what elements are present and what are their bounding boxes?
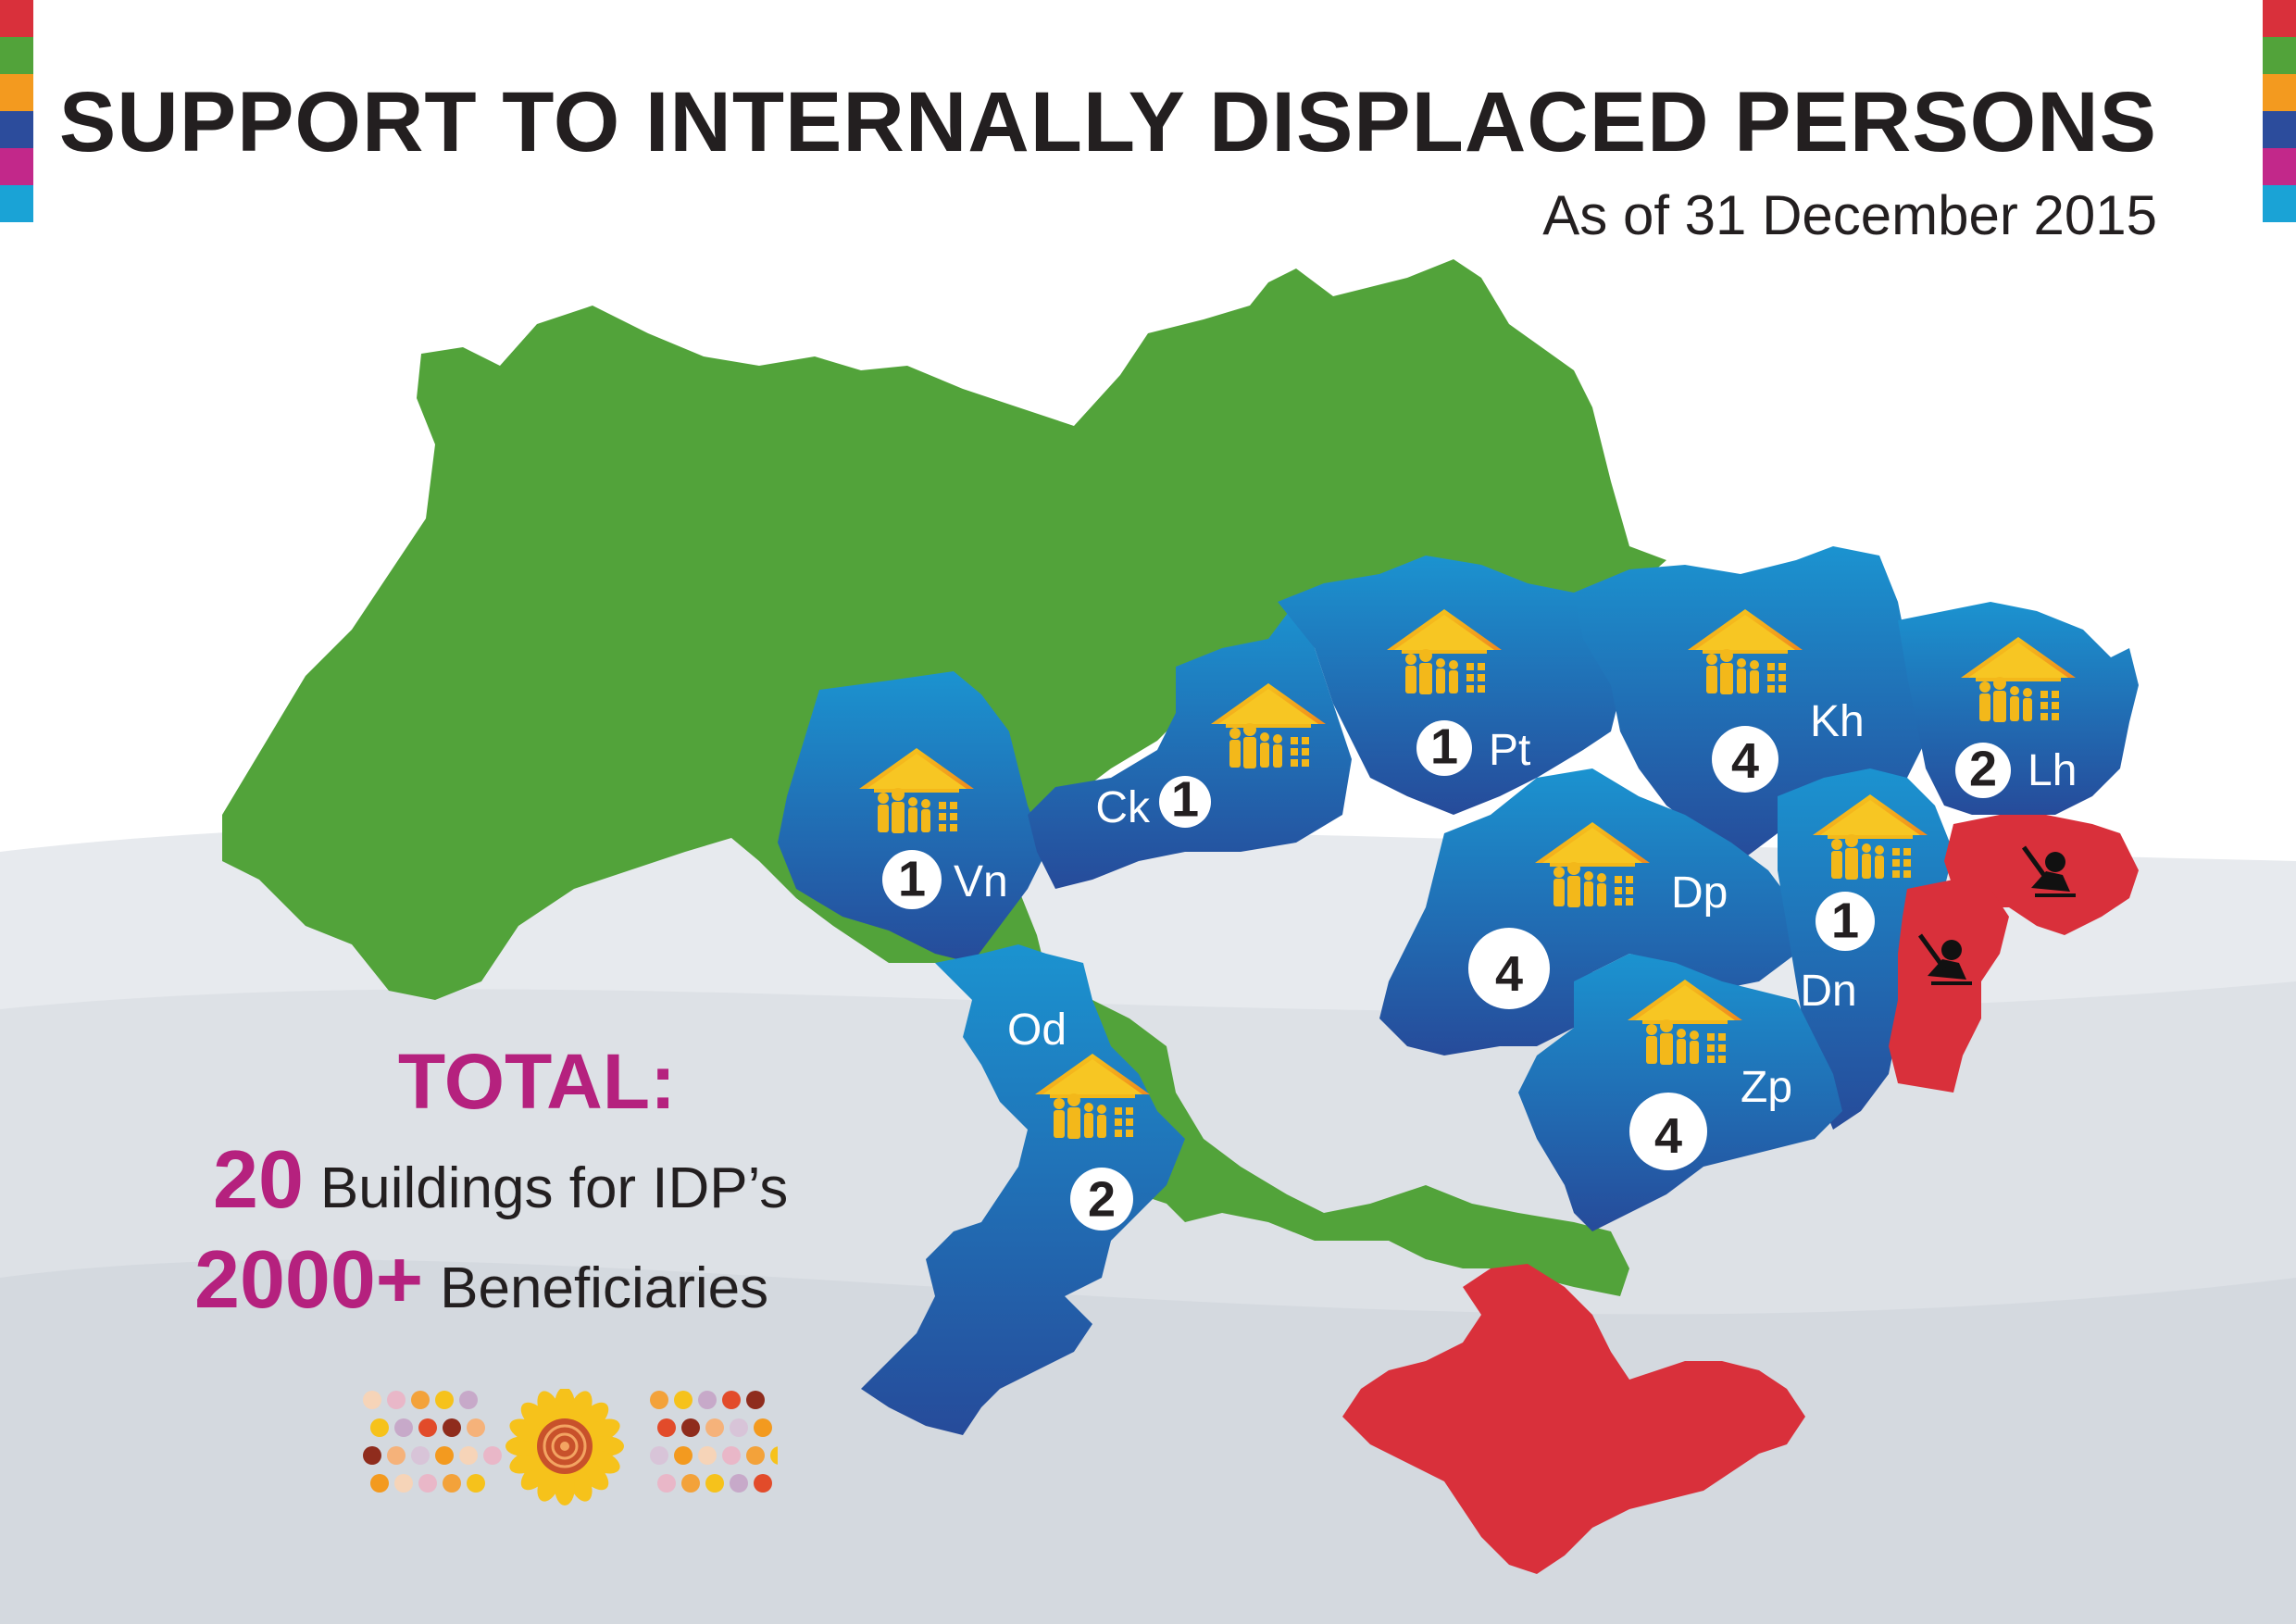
building-count-ck: 1: [1171, 771, 1199, 827]
count-circle-dp: [1468, 928, 1550, 1009]
count-circle-ck: [1159, 776, 1211, 828]
region-zaporizhzhia: [1518, 954, 1842, 1231]
crimea-region: [1342, 1264, 1805, 1574]
region-code-ck: Ck: [1095, 783, 1151, 832]
building-count-lh: 2: [1969, 742, 1997, 797]
region-code-od: Od: [1007, 1006, 1067, 1055]
building-count-dn: 1: [1831, 893, 1859, 949]
buildings-total-value: 20: [213, 1133, 304, 1225]
region-code-dp: Dp: [1671, 868, 1728, 918]
building-count-pt: 1: [1430, 719, 1458, 775]
count-circle-od: [1070, 1168, 1133, 1230]
count-circle-vn: [882, 850, 942, 909]
corner-stripe-top-left: [0, 0, 33, 222]
count-circle-lh: [1955, 743, 2011, 798]
beneficiaries-total-value: 2000+: [194, 1233, 424, 1325]
buildings-total-label: Buildings for IDP’s: [319, 1156, 789, 1220]
region-code-pt: Pt: [1489, 726, 1530, 775]
region-code-lh: Lh: [2028, 746, 2077, 795]
totals-panel: TOTAL: 20 Buildings for IDP’s 2000+ Benefi…: [194, 1037, 954, 1327]
buildings-total-line: 20 Buildings for IDP’s: [213, 1132, 954, 1227]
building-count-dp: 4: [1495, 946, 1523, 1002]
region-cherkasy: [1028, 602, 1352, 889]
region-donetsk-conflict: [1889, 880, 2009, 1093]
region-code-zp: Zp: [1741, 1063, 1792, 1112]
count-circle-pt: [1416, 720, 1472, 776]
region-code-vn: Vn: [954, 857, 1008, 906]
building-count-od: 2: [1088, 1172, 1116, 1228]
region-code-kh: Kh: [1810, 697, 1865, 746]
region-code-dn: Dn: [1800, 967, 1856, 1016]
count-circle-zp: [1629, 1093, 1707, 1170]
corner-stripe-top-right: [2263, 0, 2296, 222]
building-count-kh: 4: [1731, 733, 1759, 789]
program-logo: [363, 1389, 778, 1505]
building-count-vn: 1: [898, 852, 926, 907]
count-circle-kh: [1712, 726, 1778, 793]
beneficiaries-total-line: 2000+ Beneficiaries: [194, 1232, 954, 1327]
beneficiaries-total-label: Beneficiaries: [440, 1256, 769, 1320]
building-count-zp: 4: [1654, 1108, 1682, 1164]
page-title: SUPPORT TO INTERNALLY DISPLACED PERSONS: [58, 75, 2157, 169]
total-label: TOTAL:: [397, 1038, 677, 1125]
region-donetsk: [1778, 768, 1953, 1130]
page-subtitle: As of 31 December 2015: [1542, 184, 2157, 246]
background-wave: [0, 1259, 2296, 1624]
count-circle-dn: [1816, 892, 1875, 951]
